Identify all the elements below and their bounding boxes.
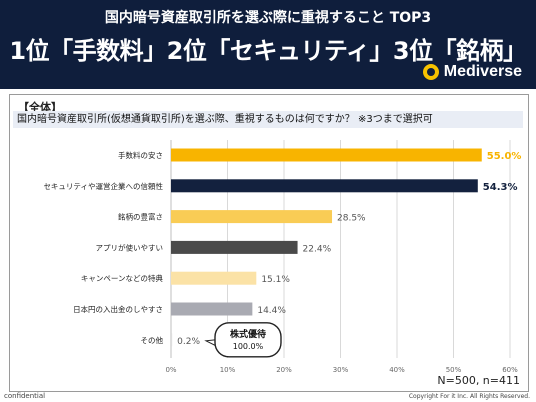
value-label: 14.4% xyxy=(257,306,286,316)
bar xyxy=(171,240,298,254)
value-label: 54.3% xyxy=(483,182,518,193)
bar xyxy=(171,302,253,316)
x-tick-label: 10% xyxy=(220,366,236,374)
question-text: 国内暗号資産取引所(仮想通貨取引所)を選ぶ際、重視するものは何ですか？ ※3つま… xyxy=(13,111,523,128)
bar xyxy=(171,179,478,193)
bar xyxy=(171,333,173,347)
logo-icon xyxy=(422,64,439,80)
header-subtitle: 国内暗号資産取引所を選ぶ際に重視すること TOP3 xyxy=(104,10,432,26)
category-label: セキュリティや運営企業への信頼性 xyxy=(43,181,163,191)
x-tick-label: 60% xyxy=(502,366,518,374)
category-label: キャンペーンなどの特典 xyxy=(81,273,164,283)
bar xyxy=(171,210,333,224)
x-tick-label: 30% xyxy=(333,366,349,374)
x-tick-label: 40% xyxy=(389,366,405,374)
chart-panel: 【全体】 国内暗号資産取引所(仮想通貨取引所)を選ぶ際、重視するものは何ですか？… xyxy=(9,94,529,392)
callout-value: 100.0% xyxy=(233,342,264,351)
callout-bubble xyxy=(214,322,282,358)
brand-logo: Mediverse xyxy=(422,63,522,81)
logo-text: Mediverse xyxy=(443,63,522,80)
value-label: 28.5% xyxy=(337,214,366,224)
segment-label: 【全体】 xyxy=(18,101,62,114)
value-label: 22.4% xyxy=(303,244,332,254)
sample-size-note: N=500, n=411 xyxy=(437,374,520,387)
category-label: 手数料の安さ xyxy=(118,150,163,160)
x-tick-label: 20% xyxy=(276,366,292,374)
x-tick-label: 0% xyxy=(165,366,176,374)
value-label: 15.1% xyxy=(261,275,290,285)
callout-title: 株式優待 xyxy=(230,328,266,340)
header-banner: 国内暗号資産取引所を選ぶ際に重視すること TOP3 1位「手数料」2位「セキュリ… xyxy=(0,0,536,89)
value-label: 55.0% xyxy=(487,151,522,162)
category-label: 日本円の入出金のしやすさ xyxy=(73,304,163,314)
footer-copyright: Copyright For it Inc. All Rights Reserve… xyxy=(408,393,530,400)
value-label: 0.2% xyxy=(177,337,200,347)
category-label: アプリが使いやすい xyxy=(96,242,164,252)
footer-confidential: confidential xyxy=(4,392,46,400)
category-label: その他 xyxy=(141,335,164,345)
category-label: 銘柄の豊富さ xyxy=(118,212,163,222)
x-tick-label: 50% xyxy=(446,366,462,374)
header-headline: 1位「手数料」2位「セキュリティ」3位「銘柄」 xyxy=(9,37,527,65)
bar xyxy=(171,271,257,285)
bar-chart: 0% 10% 20% 30% 40% 50% 60% 手数料の安さ 55.0% セキュリティや運営… xyxy=(43,140,522,374)
bar xyxy=(171,148,482,162)
